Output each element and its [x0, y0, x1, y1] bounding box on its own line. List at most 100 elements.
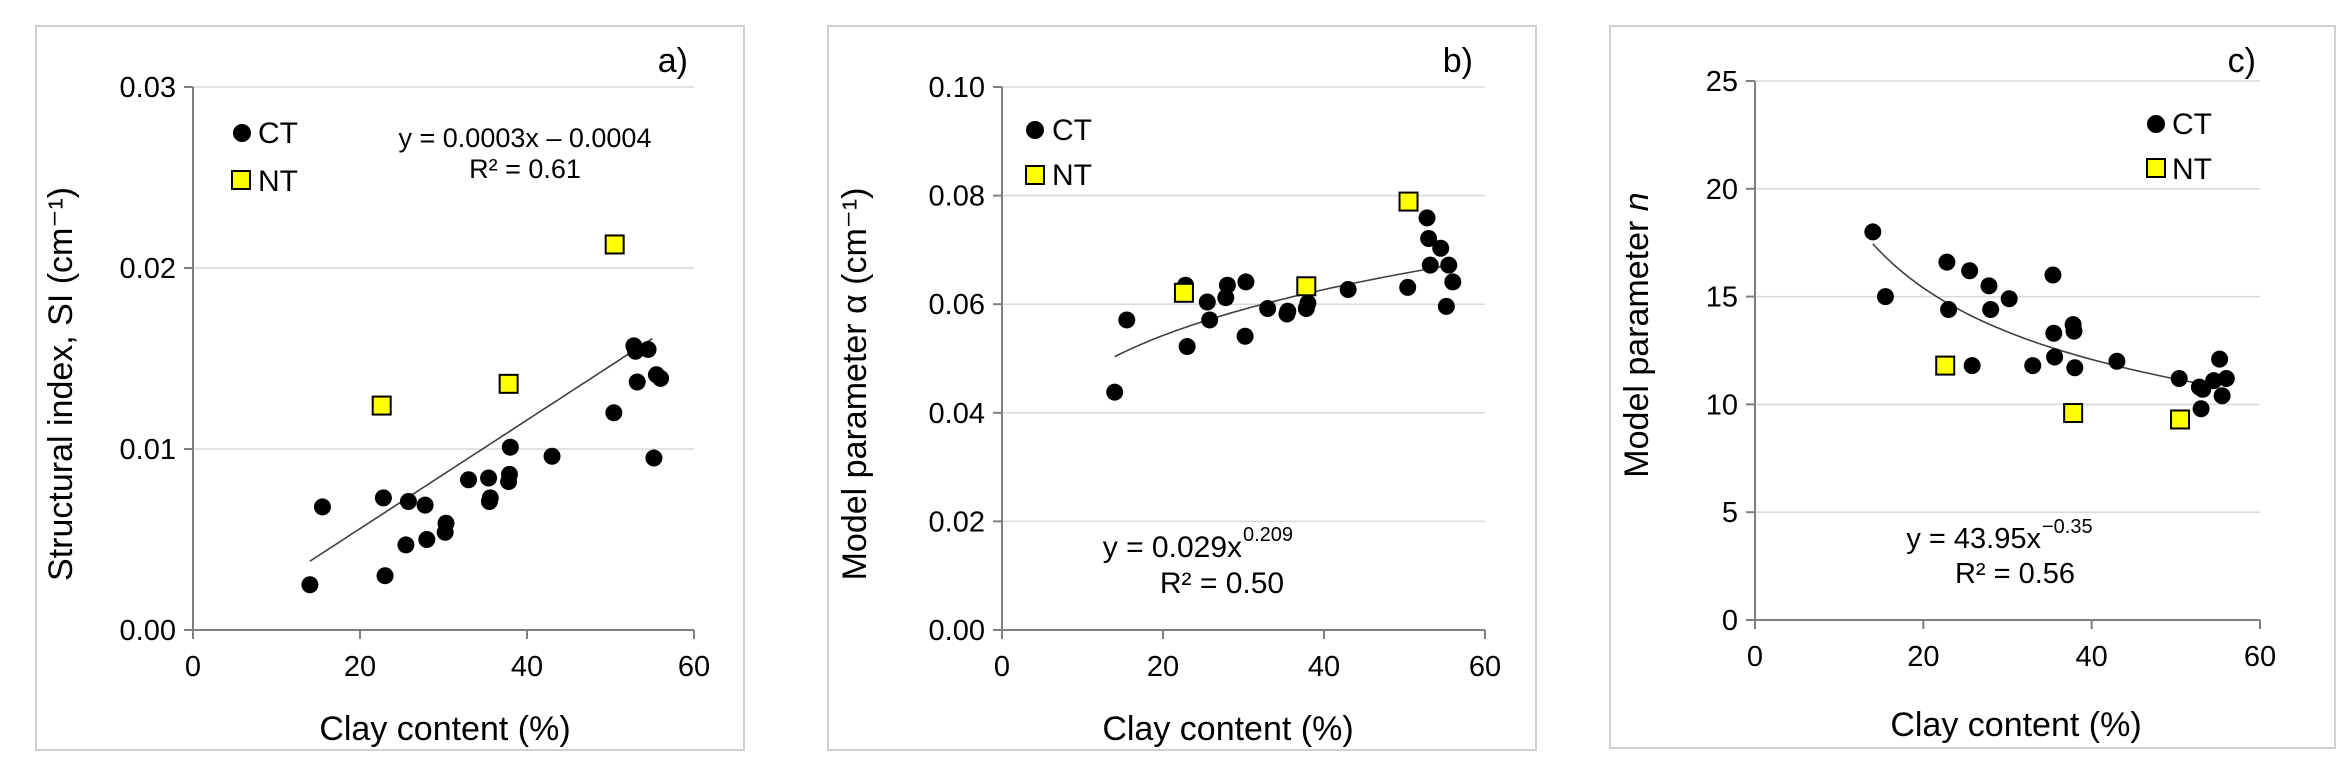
legend-nt-label: NT	[1052, 159, 1092, 192]
x-tick-label: 60	[2244, 641, 2276, 673]
y-tick-label: 25	[1706, 66, 1738, 98]
ct-point	[460, 471, 478, 489]
x-tick-label: 20	[344, 651, 376, 683]
trendline	[1114, 265, 1445, 358]
ct-point	[2045, 324, 2063, 342]
ct-point	[2211, 350, 2229, 368]
nt-point	[371, 395, 392, 416]
equation-exponent: 0.209	[1243, 524, 1293, 546]
ct-point	[1201, 311, 1219, 329]
legend-nt-label: NT	[2172, 153, 2212, 186]
ct-point	[1421, 256, 1439, 274]
ct-point	[1444, 273, 1462, 291]
equation: y = 0.029x	[1103, 531, 1242, 564]
ct-point	[1938, 253, 1956, 271]
ct-point	[1299, 294, 1317, 312]
ct-point	[628, 373, 646, 391]
ct-point	[627, 342, 645, 360]
legend-ct-label: CT	[2172, 108, 2212, 141]
ct-point	[1418, 209, 1436, 227]
ct-point	[301, 576, 319, 594]
ct-point	[1236, 327, 1254, 345]
ct-point	[1982, 301, 2000, 319]
y-tick-label: 0.08	[929, 181, 985, 213]
ct-point	[1106, 383, 1124, 401]
ct-point	[2192, 400, 2210, 418]
y-axis-label-var: n	[1618, 192, 1656, 211]
legend-ct-label: CT	[1052, 114, 1092, 147]
ct-point	[639, 340, 657, 358]
ct-point	[1963, 357, 1981, 375]
y-axis-label: Model parameter α (cm⁻¹)	[836, 188, 874, 581]
ct-point	[1399, 278, 1417, 296]
legend-ct-label: CT	[258, 117, 298, 150]
legend-nt-label: NT	[258, 165, 298, 198]
y-tick-label: 5	[1722, 497, 1738, 529]
data-points	[1106, 191, 1462, 401]
ct-point	[1420, 229, 1438, 247]
chart-a: 0.00 0.01 0.02 0.03 0 20 40 60 a) CT NT y = 0.0…	[35, 25, 745, 751]
tick-labels: 0.00 0.01 0.02 0.03 0 20 40 60	[120, 72, 711, 683]
axes	[1746, 80, 2261, 629]
nt-point	[1173, 282, 1194, 303]
r-squared: R² = 0.61	[469, 154, 581, 184]
ct-point	[2205, 372, 2223, 390]
ct-point	[1218, 276, 1236, 294]
legend-nt-marker	[1025, 165, 1045, 185]
y-axis-label-main: Model parameter	[1618, 211, 1656, 477]
ct-point	[1437, 297, 1455, 315]
data-points	[1864, 223, 2235, 430]
ct-point	[2217, 370, 2235, 388]
equation: y = 43.95x	[1906, 523, 2041, 555]
legend: CT NT	[1025, 114, 1092, 192]
legend-nt-marker	[231, 170, 251, 190]
x-tick-label: 40	[2076, 641, 2108, 673]
trendline	[309, 337, 653, 562]
r-squared: R² = 0.50	[1160, 567, 1284, 600]
ct-point	[652, 369, 670, 387]
ct-point	[480, 469, 498, 487]
ct-point	[1440, 256, 1458, 274]
legend-nt-marker	[2146, 158, 2166, 178]
legend-ct-marker	[233, 124, 251, 142]
ct-point	[437, 514, 455, 532]
ct-point	[2213, 387, 2231, 405]
nt-point	[498, 373, 519, 394]
y-tick-label: 15	[1706, 282, 1738, 314]
ct-point	[2066, 359, 2084, 377]
ct-point	[374, 489, 392, 507]
ct-point	[645, 449, 663, 467]
y-tick-label: 0.00	[929, 615, 985, 647]
ct-point	[418, 531, 436, 548]
axes	[993, 86, 1486, 639]
y-tick-label: 0.10	[929, 72, 985, 104]
x-tick-label: 0	[1747, 641, 1763, 673]
x-tick-label: 20	[1147, 651, 1179, 683]
legend: CT NT	[2146, 108, 2212, 186]
ct-point	[1339, 281, 1357, 299]
panel-c: 0 5 10 15 20 25 0 20 40 60 c) CT NT y = 43.95x −0…	[1570, 0, 2351, 780]
tick-labels: 0 5 10 15 20 25 0 20 40 60	[1706, 66, 2276, 673]
panel-a: 0.00 0.01 0.02 0.03 0 20 40 60 a) CT NT y = 0.0…	[0, 0, 790, 780]
x-axis-label: Clay content (%)	[319, 710, 570, 748]
ct-point	[416, 496, 434, 514]
equation-exponent: −0.35	[2042, 516, 2093, 538]
x-tick-label: 60	[678, 651, 710, 683]
x-tick-label: 60	[1469, 651, 1501, 683]
panel-label: c)	[2228, 42, 2256, 80]
ct-point	[2170, 370, 2188, 388]
ct-point	[1432, 239, 1450, 257]
data-points	[301, 234, 670, 594]
x-tick-label: 0	[994, 651, 1010, 683]
ct-point	[1217, 289, 1235, 307]
legend: CT NT	[231, 117, 298, 198]
ct-point	[605, 404, 623, 422]
nt-point	[604, 234, 625, 255]
nt-point	[1935, 355, 1956, 376]
ct-point	[501, 438, 519, 456]
y-tick-label: 0	[1722, 605, 1738, 637]
nt-point	[2063, 403, 2084, 424]
x-axis-label: Clay content (%)	[1890, 706, 2141, 744]
ct-point	[376, 567, 394, 585]
ct-point	[2108, 352, 2126, 370]
